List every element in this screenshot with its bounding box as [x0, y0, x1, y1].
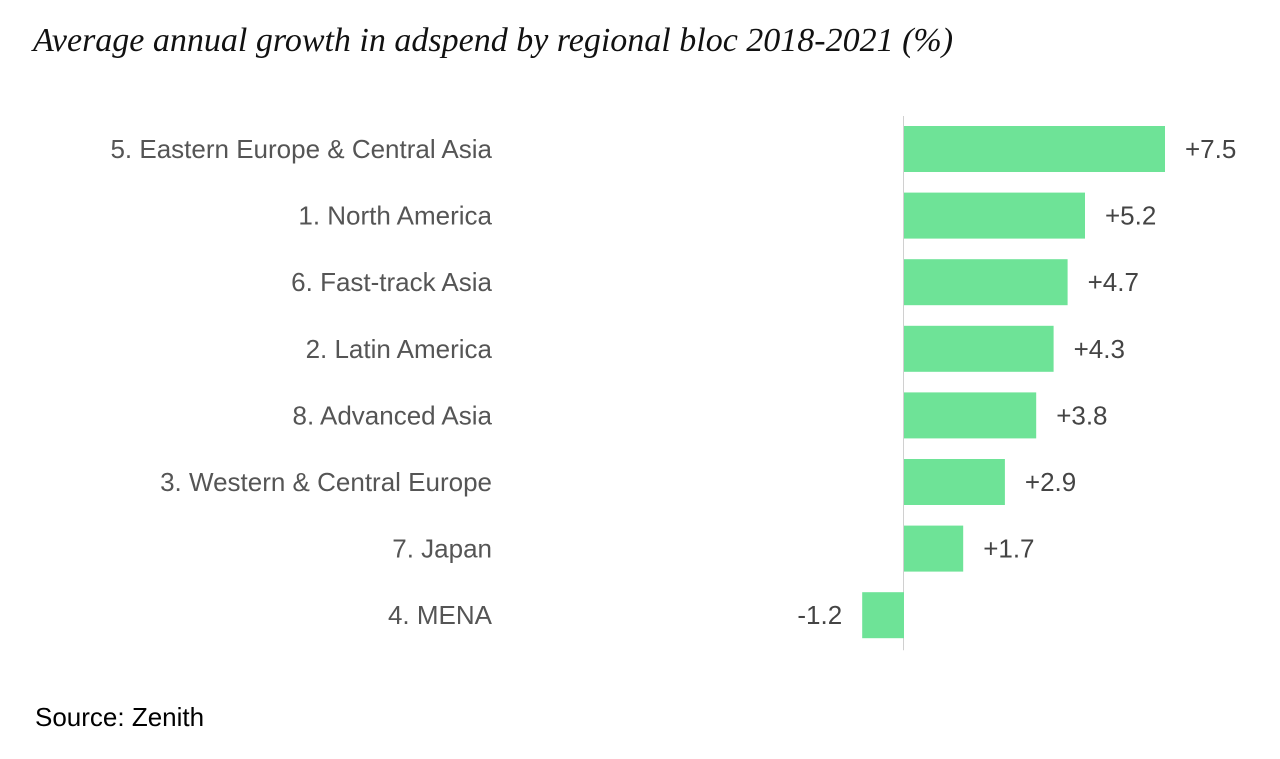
bar [904, 525, 964, 572]
category-label: 5. Eastern Europe & Central Asia [110, 134, 492, 164]
bar [904, 126, 1165, 172]
bar [904, 192, 1085, 239]
category-label: 3. Western & Central Europe [160, 467, 492, 497]
bar [904, 392, 1037, 439]
category-label: 8. Advanced Asia [293, 400, 493, 430]
bar [904, 459, 1005, 505]
bar [904, 259, 1068, 306]
category-label: 4. MENA [388, 600, 493, 630]
bars-group: 5. Eastern Europe & Central Asia +7.5 1. N… [110, 126, 1236, 639]
value-label: +3.8 [1056, 400, 1107, 430]
category-label: 2. Latin America [306, 334, 493, 364]
value-label: +4.7 [1088, 267, 1139, 297]
bar [862, 592, 904, 639]
value-label: +7.5 [1185, 134, 1236, 164]
source-note: Source: Zenith [35, 702, 205, 732]
value-label: +2.9 [1025, 467, 1076, 497]
value-label: -1.2 [797, 600, 842, 630]
value-label: +1.7 [983, 534, 1034, 564]
value-label: +5.2 [1105, 201, 1156, 231]
category-label: 6. Fast-track Asia [291, 267, 492, 297]
category-label: 1. North America [298, 201, 492, 231]
chart-title: Average annual growth in adspend by regi… [33, 22, 954, 59]
bar [904, 325, 1054, 372]
category-label: 7. Japan [392, 534, 492, 564]
value-label: +4.3 [1074, 334, 1125, 364]
